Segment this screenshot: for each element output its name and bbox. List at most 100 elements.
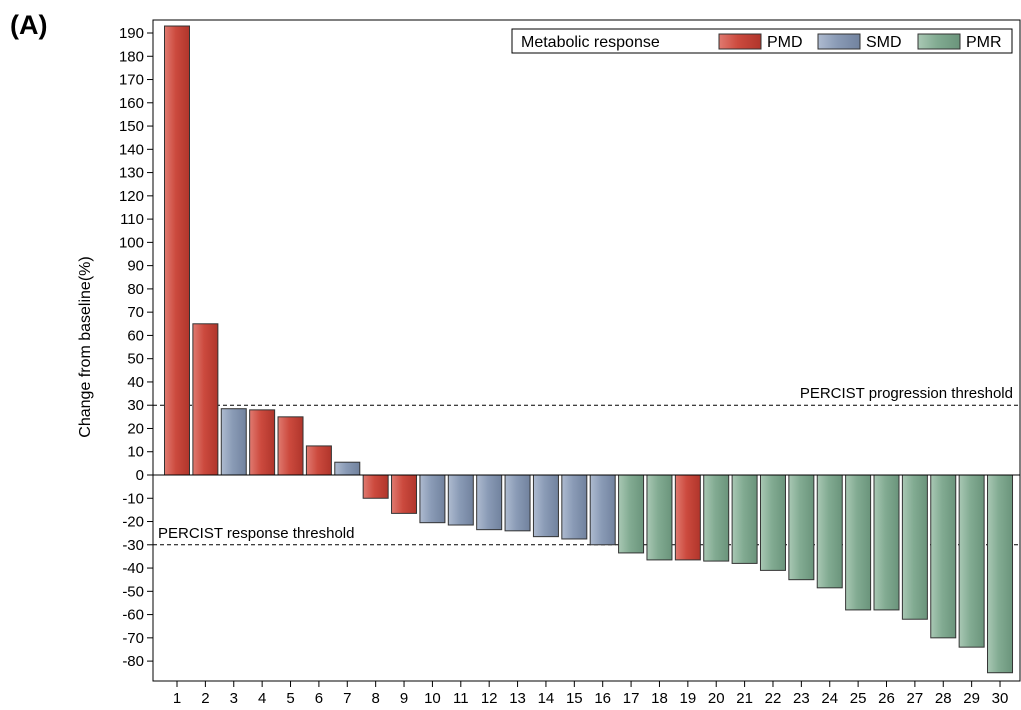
x-tick-label: 28 — [935, 690, 952, 707]
y-tick-label: -10 — [122, 490, 144, 507]
legend-label-pmr: PMR — [966, 34, 1002, 51]
bar-15 — [561, 474, 588, 540]
x-tick-label: 30 — [992, 690, 1009, 707]
bar-30 — [987, 474, 1014, 674]
y-tick-label: 180 — [119, 48, 144, 65]
y-tick-label: 70 — [127, 304, 144, 321]
bar-17 — [618, 474, 645, 554]
bar-4 — [249, 409, 276, 476]
y-tick-label: -20 — [122, 514, 144, 531]
bar-16 — [589, 474, 616, 546]
y-tick-label: 190 — [119, 25, 144, 42]
bar-29 — [958, 474, 985, 648]
y-tick-label: 170 — [119, 72, 144, 89]
x-tick-label: 24 — [821, 690, 838, 707]
x-tick-label: 21 — [736, 690, 753, 707]
x-tick-label: 5 — [286, 690, 294, 707]
x-tick-label: 1 — [173, 690, 181, 707]
bar-1 — [164, 25, 190, 476]
y-tick-label: 30 — [127, 397, 144, 414]
bar-8 — [362, 474, 389, 499]
legend-title: Metabolic response — [521, 34, 660, 51]
y-tick-label: -60 — [122, 607, 144, 624]
bar-22 — [759, 474, 786, 571]
bar-7 — [334, 461, 361, 476]
y-tick-label: -80 — [122, 653, 144, 670]
x-tick-label: 19 — [679, 690, 696, 707]
bar-25 — [845, 474, 872, 611]
x-tick-label: 15 — [566, 690, 583, 707]
bar-5 — [277, 416, 304, 476]
x-tick-label: 6 — [315, 690, 323, 707]
legend-label-pmd: PMD — [767, 34, 803, 51]
bar-21 — [731, 474, 758, 564]
x-tick-label: 7 — [343, 690, 351, 707]
bar-18 — [646, 474, 673, 561]
bar-3 — [220, 408, 247, 476]
x-tick-label: 29 — [963, 690, 980, 707]
bar-12 — [476, 474, 503, 531]
x-tick-label: 22 — [765, 690, 782, 707]
x-tick-label: 27 — [907, 690, 924, 707]
x-tick-label: 23 — [793, 690, 810, 707]
bar-24 — [816, 474, 843, 589]
legend: Metabolic response PMD SMD PMR — [511, 28, 1013, 54]
legend-swatch-smd — [817, 33, 861, 50]
y-tick-label: 140 — [119, 141, 144, 158]
y-axis: 1901801701601501401301201101009080706050… — [119, 25, 153, 670]
y-tick-label: 20 — [127, 420, 144, 437]
y-tick-label: -30 — [122, 537, 144, 554]
x-tick-label: 13 — [509, 690, 526, 707]
y-axis-label: Change from baseline(%) — [77, 256, 94, 437]
y-tick-label: -70 — [122, 630, 144, 647]
x-tick-label: 17 — [623, 690, 640, 707]
y-tick-label: 90 — [127, 258, 144, 275]
reference-line-label: PERCIST progression threshold — [800, 385, 1013, 402]
x-tick-label: 20 — [708, 690, 725, 707]
bar-26 — [873, 474, 900, 611]
bar-19 — [674, 474, 701, 561]
bar-20 — [703, 474, 730, 562]
legend-swatch-pmr — [917, 33, 961, 50]
y-tick-label: 0 — [136, 467, 144, 484]
y-tick-label: 150 — [119, 118, 144, 135]
x-tick-label: 14 — [538, 690, 555, 707]
y-tick-label: 130 — [119, 165, 144, 182]
y-tick-label: -50 — [122, 583, 144, 600]
y-tick-label: 60 — [127, 327, 144, 344]
bar-11 — [447, 474, 474, 526]
x-tick-label: 9 — [400, 690, 408, 707]
y-tick-label: 80 — [127, 281, 144, 298]
y-tick-label: 40 — [127, 374, 144, 391]
y-tick-label: -40 — [122, 560, 144, 577]
legend-label-smd: SMD — [866, 34, 902, 51]
panel-label: (A) — [10, 10, 48, 40]
x-tick-label: 3 — [230, 690, 238, 707]
x-tick-label: 18 — [651, 690, 668, 707]
bar-2 — [192, 323, 219, 476]
plot-frame — [152, 19, 1021, 682]
x-tick-label: 2 — [201, 690, 209, 707]
x-tick-label: 8 — [371, 690, 379, 707]
x-tick-label: 4 — [258, 690, 266, 707]
x-tick-label: 16 — [594, 690, 611, 707]
bar-14 — [532, 474, 559, 538]
x-tick-label: 25 — [850, 690, 867, 707]
bar-9 — [391, 474, 418, 514]
y-tick-label: 50 — [127, 351, 144, 368]
x-tick-label: 26 — [878, 690, 895, 707]
x-axis: 1 2 3 4 5 6 7 8 9 10 11 12 13 14 15 16 17 18 19 20 21 22 23 24 2… — [173, 681, 1009, 707]
legend-swatch-pmd — [718, 33, 762, 50]
x-tick-label: 11 — [453, 690, 469, 707]
bar-6 — [305, 445, 332, 476]
reference-line-label: PERCIST response threshold — [158, 525, 355, 542]
bar-13 — [504, 474, 531, 532]
y-tick-label: 160 — [119, 95, 144, 112]
bar-10 — [419, 474, 446, 524]
bar-28 — [930, 474, 957, 639]
y-tick-label: 110 — [120, 211, 144, 228]
x-tick-label: 10 — [424, 690, 441, 707]
bar-27 — [901, 474, 928, 620]
bars — [164, 25, 1014, 674]
